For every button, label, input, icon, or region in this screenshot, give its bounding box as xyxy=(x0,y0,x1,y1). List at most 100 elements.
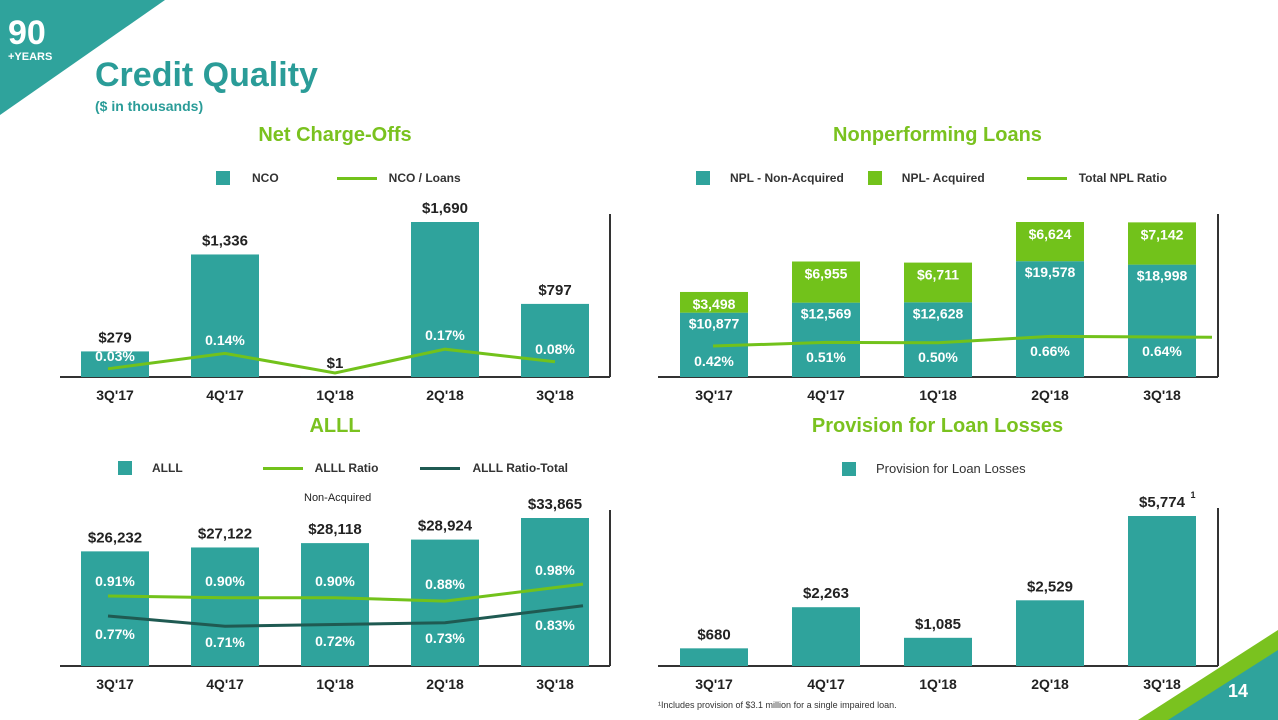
npl-bar xyxy=(680,291,748,313)
npl-nonacquired-label: $19,578 xyxy=(1025,264,1076,280)
alll-value-label: $27,122 xyxy=(198,525,252,542)
npl-ratio-label: 0.64% xyxy=(1142,343,1182,359)
non-acquired-note: Non-Acquired xyxy=(304,492,372,504)
legend-label-alll: ALLL xyxy=(152,461,183,475)
alll-ratio-label: 0.90% xyxy=(315,573,355,589)
alll-tick-label: 2Q'18 xyxy=(426,676,464,692)
nco-ratio-line-swatch xyxy=(336,176,377,180)
provision-value-label: $2,263 xyxy=(803,585,849,602)
logo-number: 90 xyxy=(8,14,46,52)
nco-value-label: $1,690 xyxy=(422,200,468,217)
alll-bar xyxy=(191,547,259,666)
alll-value-label: $33,865 xyxy=(528,496,582,513)
provision-footnote-marker: 1 xyxy=(1190,490,1195,500)
provision-swatch xyxy=(842,461,856,476)
provision-tick-label: 2Q'18 xyxy=(1031,676,1069,692)
alll-tick-label: 3Q'18 xyxy=(536,676,574,692)
alll-ratio-label: 0.88% xyxy=(425,576,465,592)
legend-label-alll-ratio: ALLL Ratio xyxy=(314,461,379,475)
alll-ratio-label: 0.91% xyxy=(95,573,135,589)
npl-bar xyxy=(904,302,972,377)
npl-tick-label: 3Q'18 xyxy=(1143,387,1181,403)
nco-tick-label: 1Q'18 xyxy=(316,387,354,403)
alll-tick-label: 1Q'18 xyxy=(316,676,354,692)
legend-label-nco: NCO xyxy=(252,171,279,185)
npl-tick-label: 3Q'17 xyxy=(695,387,733,403)
alll-ratio-total-label: 0.83% xyxy=(535,617,575,633)
legend-label-nco-ratio: NCO / Loans xyxy=(388,171,461,185)
nco-chart-title: Net Charge-Offs xyxy=(258,124,412,146)
nco-tick-label: 4Q'17 xyxy=(206,387,244,403)
npl-acquired-label: $3,498 xyxy=(693,296,736,312)
npl-nonacquired-label: $12,628 xyxy=(913,305,964,321)
nco-value-label: $279 xyxy=(98,329,131,346)
npl-ratio-line-swatch xyxy=(1026,176,1067,180)
nco-legend: NCO NCO / Loans xyxy=(216,171,461,185)
page-title: Credit Quality xyxy=(95,56,318,94)
npl-nonacquired-swatch xyxy=(696,171,710,185)
nco-swatch xyxy=(216,171,230,185)
alll-tick-label: 4Q'17 xyxy=(206,676,244,692)
npl-ratio-line xyxy=(712,334,1213,348)
provision-tick-label: 3Q'18 xyxy=(1143,676,1181,692)
legend-label-npl-ratio: Total NPL Ratio xyxy=(1078,171,1167,185)
alll-value-label: $28,924 xyxy=(418,518,473,535)
provision-value-label: $680 xyxy=(697,626,730,643)
alll-ratio-label: 0.90% xyxy=(205,573,245,589)
nco-ratio-label: 0.03% xyxy=(95,348,135,364)
page-number: 14 xyxy=(1227,681,1248,701)
nco-tick-label: 3Q'17 xyxy=(96,387,134,403)
provision-legend: Provision for Loan Losses xyxy=(842,461,1026,476)
npl-ratio-label: 0.66% xyxy=(1030,343,1070,359)
provision-tick-label: 4Q'17 xyxy=(807,676,845,692)
legend-label-npl-acquired: NPL- Acquired xyxy=(901,171,985,185)
npl-bar xyxy=(1016,261,1084,377)
provision-bar xyxy=(1016,600,1084,666)
provision-value-label: $2,529 xyxy=(1027,578,1073,595)
npl-acquired-label: $6,624 xyxy=(1029,226,1072,242)
npl-bar xyxy=(1016,222,1084,262)
alll-ratio-line-swatch xyxy=(262,466,303,470)
npl-tick-label: 1Q'18 xyxy=(919,387,957,403)
npl-bar xyxy=(1128,264,1196,377)
alll-tick-label: 3Q'17 xyxy=(96,676,134,692)
nco-tick-label: 2Q'18 xyxy=(426,387,464,403)
alll-bar xyxy=(521,518,589,666)
provision-bar xyxy=(1128,516,1196,666)
npl-nonacquired-label: $18,998 xyxy=(1137,268,1188,284)
npl-legend: NPL - Non-Acquired NPL- Acquired Total N… xyxy=(696,171,1167,185)
legend-label-provision: Provision for Loan Losses xyxy=(876,461,1026,476)
npl-ratio-label: 0.51% xyxy=(806,349,846,365)
legend-label-npl-nonacquired: NPL - Non-Acquired xyxy=(730,171,844,185)
provision-bar xyxy=(680,648,748,666)
legend-label-alll-ratio-total: ALLL Ratio-Total xyxy=(472,461,568,475)
alll-bar xyxy=(81,551,149,666)
alll-value-label: $26,232 xyxy=(88,529,142,546)
nco-value-label: $1 xyxy=(327,355,344,372)
npl-nonacquired-label: $12,569 xyxy=(801,306,852,322)
corner-accent xyxy=(1138,630,1278,720)
npl-tick-label: 4Q'17 xyxy=(807,387,845,403)
provision-bar xyxy=(904,637,972,666)
footnote: ¹Includes provision of $3.1 million for … xyxy=(658,700,897,710)
logo-text: +YEARS xyxy=(8,51,52,63)
nco-value-label: $797 xyxy=(538,282,571,299)
alll-ratio-total-line-swatch xyxy=(420,466,461,470)
alll-ratio-line xyxy=(107,582,584,603)
alll-value-label: $28,118 xyxy=(308,521,361,538)
npl-acquired-label: $6,711 xyxy=(917,267,959,283)
npl-nonacquired-label: $10,877 xyxy=(689,316,740,332)
alll-bar xyxy=(411,539,479,666)
alll-swatch xyxy=(118,461,132,475)
npl-chart-title: Nonperforming Loans xyxy=(833,124,1042,146)
npl-ratio-label: 0.50% xyxy=(918,349,958,365)
npl-bar xyxy=(792,261,860,303)
alll-ratio-label: 0.98% xyxy=(535,562,575,578)
logo-90-years: 90 +YEARS xyxy=(0,0,165,115)
nco-ratio-label: 0.17% xyxy=(425,327,465,343)
alll-chart-title: ALLL xyxy=(309,415,361,437)
npl-bar xyxy=(1128,222,1196,265)
provision-chart-title: Provision for Loan Losses xyxy=(811,415,1064,437)
nco-ratio-line xyxy=(107,347,556,375)
